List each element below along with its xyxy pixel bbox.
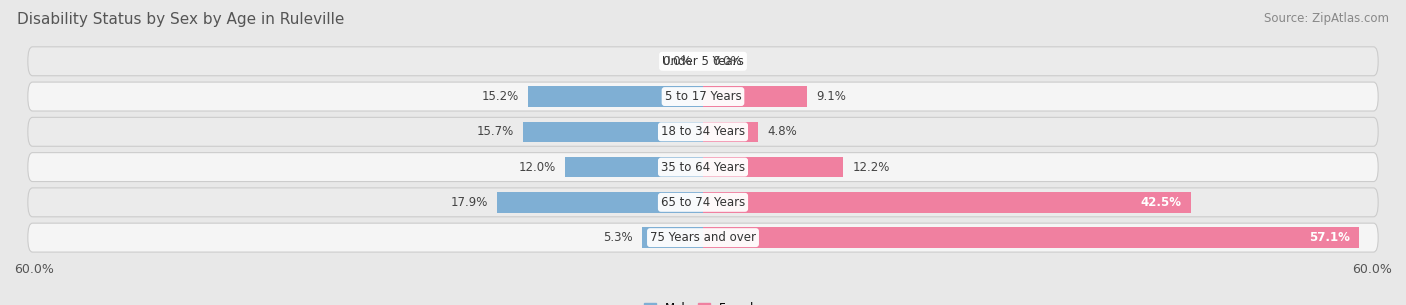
FancyBboxPatch shape xyxy=(28,223,1378,252)
Text: 60.0%: 60.0% xyxy=(14,263,53,276)
Text: 9.1%: 9.1% xyxy=(817,90,846,103)
FancyBboxPatch shape xyxy=(28,117,1378,146)
Bar xyxy=(565,157,703,177)
Text: 18 to 34 Years: 18 to 34 Years xyxy=(661,125,745,138)
Bar xyxy=(498,192,703,213)
Text: Under 5 Years: Under 5 Years xyxy=(662,55,744,68)
Text: 57.1%: 57.1% xyxy=(1309,231,1350,244)
Text: 5.3%: 5.3% xyxy=(603,231,633,244)
Text: 17.9%: 17.9% xyxy=(451,196,488,209)
Bar xyxy=(703,157,844,177)
Text: 12.2%: 12.2% xyxy=(852,161,890,174)
Text: 12.0%: 12.0% xyxy=(519,161,555,174)
Bar xyxy=(523,122,703,142)
FancyBboxPatch shape xyxy=(28,188,1378,217)
Text: 35 to 64 Years: 35 to 64 Years xyxy=(661,161,745,174)
Bar xyxy=(529,86,703,107)
Text: 15.2%: 15.2% xyxy=(482,90,519,103)
FancyBboxPatch shape xyxy=(28,47,1378,76)
FancyBboxPatch shape xyxy=(28,152,1378,181)
Bar xyxy=(643,228,703,248)
Text: 15.7%: 15.7% xyxy=(477,125,513,138)
Text: 4.8%: 4.8% xyxy=(768,125,797,138)
Text: 0.0%: 0.0% xyxy=(662,55,692,68)
Bar xyxy=(703,122,758,142)
Text: 60.0%: 60.0% xyxy=(1353,263,1392,276)
Text: Source: ZipAtlas.com: Source: ZipAtlas.com xyxy=(1264,12,1389,25)
Bar xyxy=(703,86,807,107)
Text: 42.5%: 42.5% xyxy=(1140,196,1182,209)
Legend: Male, Female: Male, Female xyxy=(640,297,766,305)
Text: 0.0%: 0.0% xyxy=(713,55,742,68)
Text: 5 to 17 Years: 5 to 17 Years xyxy=(665,90,741,103)
Text: 65 to 74 Years: 65 to 74 Years xyxy=(661,196,745,209)
Text: 75 Years and over: 75 Years and over xyxy=(650,231,756,244)
Bar xyxy=(703,228,1358,248)
Bar xyxy=(703,192,1191,213)
Text: Disability Status by Sex by Age in Ruleville: Disability Status by Sex by Age in Rulev… xyxy=(17,12,344,27)
FancyBboxPatch shape xyxy=(28,82,1378,111)
